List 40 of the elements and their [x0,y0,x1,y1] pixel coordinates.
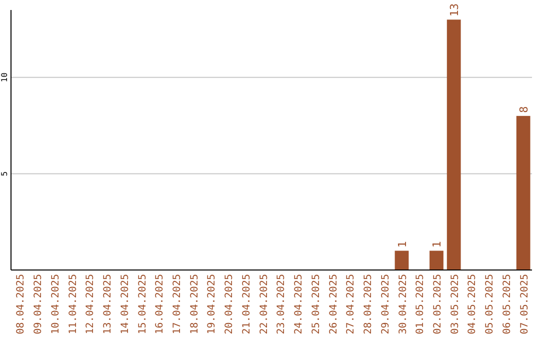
x-tick-label: 11.04.2025 [68,274,79,334]
x-tick-label: 08.04.2025 [16,274,27,334]
y-tick-label: 5 [0,171,9,176]
x-tick-label: 24.04.2025 [294,274,305,334]
data-label: 8 [517,106,530,113]
x-tick-label: 22.04.2025 [258,274,270,334]
x-tick-label: 16.04.2025 [154,274,166,334]
x-tick-label: 01.05.2025 [415,274,426,334]
x-tick-label: 27.04.2025 [346,274,357,334]
y-tick-label: 10 [0,72,9,82]
x-tick-label: 20.04.2025 [224,274,236,334]
x-tick-label: 18.04.2025 [189,274,200,334]
bar [446,20,461,270]
data-label: 13 [448,3,461,17]
x-tick-label: 10.04.2025 [50,274,62,334]
x-tick-label: 04.05.2025 [467,274,478,334]
data-label: 1 [430,241,444,248]
x-tick-label: 23.04.2025 [276,274,288,334]
x-tick-label: 02.05.2025 [432,274,444,334]
bar [394,250,409,270]
x-tick-label: 19.04.2025 [206,274,218,334]
x-tick-label: 06.05.2025 [502,274,513,334]
x-tick-label: 14.04.2025 [120,274,131,334]
x-tick-label: 17.04.2025 [172,274,183,334]
x-tick-label: 25.04.2025 [310,274,322,334]
x-tick-label: 30.04.2025 [398,274,409,334]
bar [516,116,530,270]
x-tick-label: 26.04.2025 [328,274,340,334]
data-label: 1 [396,241,409,248]
x-tick-label: 07.05.2025 [519,274,530,334]
x-tick-label: 12.04.2025 [85,274,96,334]
x-tick-label: 28.04.2025 [363,274,374,334]
x-tick-label: 15.04.2025 [137,274,148,334]
bar [430,250,444,270]
x-tick-label: 03.05.2025 [450,274,461,334]
x-tick-label: 09.04.2025 [33,274,44,334]
x-tick-label: 21.04.2025 [241,274,252,334]
x-tick-label: 29.04.2025 [380,274,392,334]
x-tick-label: 13.04.2025 [102,274,114,334]
x-tick-label: 05.05.2025 [484,274,496,334]
